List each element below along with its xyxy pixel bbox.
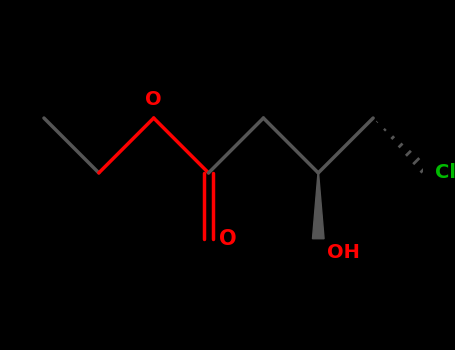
- Text: O: O: [219, 229, 237, 249]
- Text: O: O: [145, 90, 162, 108]
- Text: Cl: Cl: [435, 163, 455, 182]
- Text: OH: OH: [327, 243, 359, 262]
- Polygon shape: [313, 173, 324, 239]
